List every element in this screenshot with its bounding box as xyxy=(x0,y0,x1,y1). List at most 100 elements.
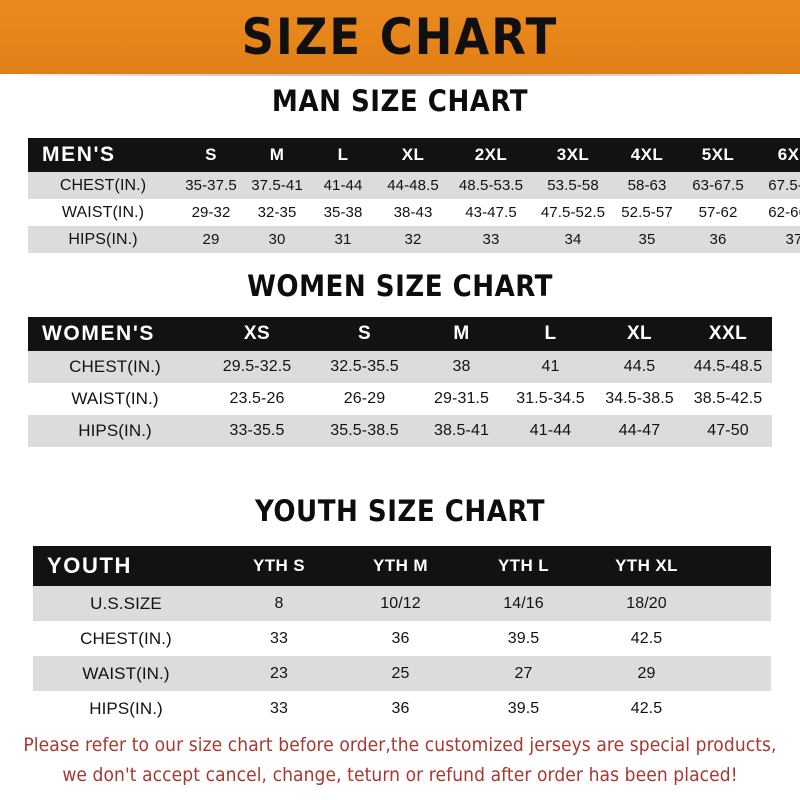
table-cell: 36 xyxy=(339,691,462,726)
youth-row-label-waist: WAIST(IN.) xyxy=(33,656,219,691)
men-col-4xl: 4XL xyxy=(614,138,680,172)
youth-row-label-hips: HIPS(IN.) xyxy=(33,691,219,726)
table-cell: 41 xyxy=(506,351,595,383)
table-cell: 31 xyxy=(310,226,376,253)
women-section-title: WOMEN SIZE CHART xyxy=(247,269,553,303)
table-cell: 57-62 xyxy=(680,199,756,226)
table-row: HIPS(IN.) 33 36 39.5 42.5 xyxy=(33,691,771,726)
table-cell: 47-50 xyxy=(684,415,772,447)
youth-section-title: YOUTH SIZE CHART xyxy=(255,494,545,528)
men-col-3xl: 3XL xyxy=(532,138,614,172)
table-cell: 31.5-34.5 xyxy=(506,383,595,415)
table-cell: 36 xyxy=(680,226,756,253)
table-cell: 38.5-42.5 xyxy=(684,383,772,415)
table-cell: 26-29 xyxy=(312,383,417,415)
youth-row-label-chest: CHEST(IN.) xyxy=(33,621,219,656)
table-cell: 29-31.5 xyxy=(417,383,506,415)
table-cell: 29.5-32.5 xyxy=(202,351,312,383)
table-row: CHEST(IN.) 35-37.5 37.5-41 41-44 44-48.5… xyxy=(28,172,800,199)
table-cell: 23 xyxy=(219,656,339,691)
women-size-table: WOMEN'S XS S M L XL XXL CHEST(IN.) 29.5-… xyxy=(28,317,772,447)
men-col-xl: XL xyxy=(376,138,450,172)
youth-col-xl: YTH XL xyxy=(585,546,708,586)
table-cell: 62-66.5 xyxy=(756,199,800,226)
table-cell: 42.5 xyxy=(585,621,708,656)
women-col-xl: XL xyxy=(595,317,684,351)
men-row-label-waist: WAIST(IN.) xyxy=(28,199,178,226)
women-col-m: M xyxy=(417,317,506,351)
table-cell: 35 xyxy=(614,226,680,253)
table-row: CHEST(IN.) 29.5-32.5 32.5-35.5 38 41 44.… xyxy=(28,351,772,383)
table-cell: 48.5-53.5 xyxy=(450,172,532,199)
table-cell: 23.5-26 xyxy=(202,383,312,415)
table-cell: 42.5 xyxy=(585,691,708,726)
table-cell: 37 xyxy=(756,226,800,253)
women-col-xxl: XXL xyxy=(684,317,772,351)
youth-size-table: YOUTH YTH S YTH M YTH L YTH XL U.S.SIZE … xyxy=(33,546,771,726)
women-header-row: WOMEN'S XS S M L XL XXL xyxy=(28,317,772,351)
table-row: HIPS(IN.) 33-35.5 35.5-38.5 38.5-41 41-4… xyxy=(28,415,772,447)
youth-col-m: YTH M xyxy=(339,546,462,586)
table-cell: 47.5-52.5 xyxy=(532,199,614,226)
table-cell: 35-37.5 xyxy=(178,172,244,199)
table-cell: 52.5-57 xyxy=(614,199,680,226)
table-cell: 27 xyxy=(462,656,585,691)
header-banner: SIZE CHART xyxy=(0,0,800,74)
table-cell: 30 xyxy=(244,226,310,253)
table-cell: 44-48.5 xyxy=(376,172,450,199)
table-cell-spacer xyxy=(708,691,771,726)
table-row: HIPS(IN.) 29 30 31 32 33 34 35 36 37 xyxy=(28,226,800,253)
table-row: U.S.SIZE 8 10/12 14/16 18/20 xyxy=(33,586,771,621)
table-row: CHEST(IN.) 33 36 39.5 42.5 xyxy=(33,621,771,656)
table-cell: 44-47 xyxy=(595,415,684,447)
men-col-m: M xyxy=(244,138,310,172)
men-row-label-chest: CHEST(IN.) xyxy=(28,172,178,199)
table-cell: 41-44 xyxy=(310,172,376,199)
disclaimer-line-2: we don't accept cancel, change, teturn o… xyxy=(62,764,738,786)
table-row: WAIST(IN.) 29-32 32-35 35-38 38-43 43-47… xyxy=(28,199,800,226)
table-cell: 33 xyxy=(219,691,339,726)
men-corner-label: MEN'S xyxy=(28,138,178,172)
table-cell: 39.5 xyxy=(462,691,585,726)
table-cell: 25 xyxy=(339,656,462,691)
table-cell: 29 xyxy=(585,656,708,691)
table-cell: 10/12 xyxy=(339,586,462,621)
table-cell: 29-32 xyxy=(178,199,244,226)
table-cell: 44.5 xyxy=(595,351,684,383)
table-cell: 35.5-38.5 xyxy=(312,415,417,447)
women-corner-label: WOMEN'S xyxy=(28,317,202,351)
table-row: WAIST(IN.) 23.5-26 26-29 29-31.5 31.5-34… xyxy=(28,383,772,415)
disclaimer-note: Please refer to our size chart before or… xyxy=(0,730,800,790)
table-cell-spacer xyxy=(708,656,771,691)
men-col-6xl: 6XL xyxy=(756,138,800,172)
women-col-l: L xyxy=(506,317,595,351)
men-col-2xl: 2XL xyxy=(450,138,532,172)
men-col-l: L xyxy=(310,138,376,172)
men-header-row: MEN'S S M L XL 2XL 3XL 4XL 5XL 6XL xyxy=(28,138,800,172)
table-cell: 53.5-58 xyxy=(532,172,614,199)
table-row: WAIST(IN.) 23 25 27 29 xyxy=(33,656,771,691)
table-cell: 36 xyxy=(339,621,462,656)
women-row-label-hips: HIPS(IN.) xyxy=(28,415,202,447)
table-cell: 34 xyxy=(532,226,614,253)
table-cell: 63-67.5 xyxy=(680,172,756,199)
table-cell: 67.5-72 xyxy=(756,172,800,199)
table-cell: 37.5-41 xyxy=(244,172,310,199)
table-cell: 34.5-38.5 xyxy=(595,383,684,415)
table-cell: 8 xyxy=(219,586,339,621)
women-row-label-waist: WAIST(IN.) xyxy=(28,383,202,415)
table-cell: 29 xyxy=(178,226,244,253)
youth-col-s: YTH S xyxy=(219,546,339,586)
page-title: SIZE CHART xyxy=(241,8,559,66)
youth-header-row: YOUTH YTH S YTH M YTH L YTH XL xyxy=(33,546,771,586)
youth-row-label-ussize: U.S.SIZE xyxy=(33,586,219,621)
table-cell: 58-63 xyxy=(614,172,680,199)
table-cell: 32 xyxy=(376,226,450,253)
women-row-label-chest: CHEST(IN.) xyxy=(28,351,202,383)
disclaimer-line-1: Please refer to our size chart before or… xyxy=(23,734,777,756)
table-cell: 33 xyxy=(219,621,339,656)
man-section-title: MAN SIZE CHART xyxy=(271,84,529,118)
table-cell: 38.5-41 xyxy=(417,415,506,447)
table-cell: 43-47.5 xyxy=(450,199,532,226)
